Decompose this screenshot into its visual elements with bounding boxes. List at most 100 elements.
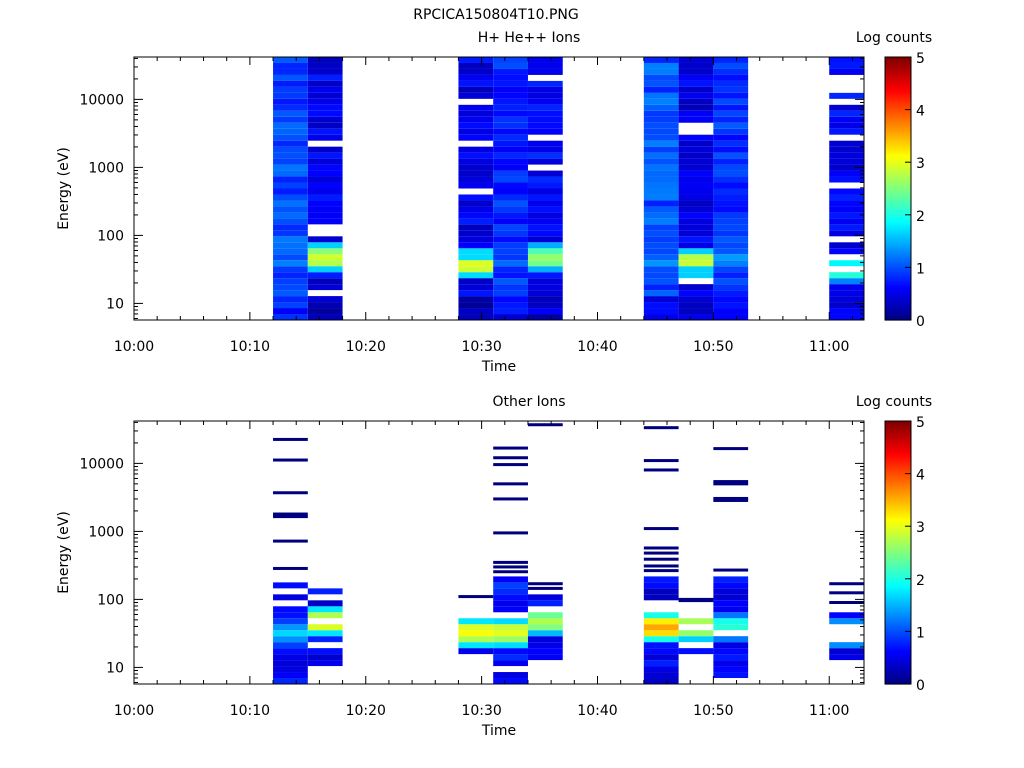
heatmap-cell <box>493 62 528 69</box>
colorbar-step <box>885 675 911 679</box>
colorbar-step <box>885 519 911 523</box>
heatmap-cell <box>493 194 528 201</box>
heatmap-cell <box>493 642 528 649</box>
heatmap-cell <box>643 140 679 147</box>
colorbar-step <box>885 559 911 562</box>
colorbar-step <box>885 164 911 168</box>
colorbar-step <box>885 78 911 82</box>
colorbar-step <box>885 96 911 100</box>
heatmap-cell <box>829 62 864 69</box>
plot-frame <box>133 420 865 685</box>
heatmap-cell <box>713 588 749 595</box>
heatmap-cell <box>493 456 528 460</box>
colorbar-step <box>885 453 911 457</box>
colorbar-step <box>885 81 911 84</box>
colorbar-step <box>885 637 911 641</box>
colorbar-step <box>885 276 911 279</box>
heatmap-cell <box>307 278 343 285</box>
heatmap-cell <box>307 146 343 153</box>
heatmap-cell <box>458 134 494 141</box>
time-column <box>713 57 749 320</box>
heatmap-cell <box>829 224 864 231</box>
heatmap-cell <box>493 314 528 320</box>
heatmap-cell <box>678 236 714 243</box>
colorbar-step <box>885 179 911 183</box>
heatmap-cell <box>307 260 343 267</box>
heatmap-cell <box>458 110 494 117</box>
heatmap-cell <box>273 98 308 105</box>
colorbar-step <box>885 477 911 481</box>
colorbar-step <box>885 486 911 490</box>
heatmap-cell <box>829 116 864 123</box>
heatmap-cell <box>678 200 714 207</box>
colorbar-step <box>885 309 911 312</box>
heatmap-cell <box>493 182 528 189</box>
heatmap-cell <box>458 57 494 63</box>
heatmap-cell <box>493 80 528 87</box>
y-tick-label: 10000 <box>79 456 124 472</box>
heatmap-cell <box>829 200 864 207</box>
panel-other-ions: Other Ions Energy (eV) Time 10:00 10:10 10:20… <box>56 394 932 739</box>
heatmap-cell <box>829 146 864 153</box>
heatmap-cell <box>458 272 494 279</box>
colorbar-tick-label: 5 <box>916 51 925 67</box>
heatmap-cell <box>458 254 494 261</box>
heatmap-cell <box>678 630 714 637</box>
colorbar-step <box>885 282 911 286</box>
heatmap-cell <box>273 230 308 237</box>
colorbar-step <box>885 256 911 260</box>
heatmap-cell <box>493 497 528 501</box>
colorbar-tick-label: 3 <box>916 156 925 172</box>
heatmap-cell <box>458 122 494 129</box>
colorbar-step <box>885 543 911 547</box>
heatmap-cell <box>458 595 494 599</box>
y-tick-label: 10000 <box>79 92 124 108</box>
colorbar-step <box>885 317 911 321</box>
heatmap-cell <box>713 68 749 75</box>
heatmap-cell <box>527 128 563 135</box>
heatmap-cell <box>307 92 343 99</box>
heatmap-cell <box>307 176 343 183</box>
time-column <box>527 423 563 661</box>
heatmap-cell <box>493 110 528 117</box>
colorbar-step <box>885 611 911 615</box>
colorbar-step <box>885 105 911 109</box>
heatmap-cell <box>307 80 343 87</box>
x-tick-label: 10:20 <box>346 339 386 355</box>
heatmap-cell <box>493 212 528 219</box>
time-column <box>458 57 494 320</box>
colorbar-label: Log counts <box>856 394 932 410</box>
time-column <box>493 446 528 684</box>
colorbar-step <box>885 648 911 652</box>
heatmap-cell <box>307 606 343 613</box>
heatmap-cell <box>273 248 308 255</box>
heatmap-cell <box>643 236 679 243</box>
colorbar-step <box>885 587 911 591</box>
time-column <box>713 447 749 679</box>
heatmap-cell <box>493 254 528 261</box>
colorbar-step <box>885 133 911 137</box>
heatmap-cell <box>643 272 679 279</box>
colorbar-step <box>885 550 911 554</box>
heatmap-cell <box>527 624 563 631</box>
heatmap-cell <box>713 152 749 159</box>
colorbar-step <box>885 506 911 510</box>
colorbar-step <box>885 127 911 130</box>
heatmap-cell <box>713 140 749 147</box>
heatmap-cell <box>273 302 308 309</box>
colorbar-step <box>885 263 911 266</box>
colorbar-tick-label: 4 <box>916 104 925 120</box>
x-tick-label: 10:10 <box>230 339 270 355</box>
heatmap-cell <box>643 188 679 195</box>
colorbar-step <box>885 510 911 514</box>
heatmap-cell <box>493 296 528 303</box>
heatmap-cell <box>527 266 563 273</box>
heatmap-cell <box>493 260 528 267</box>
heatmap-cell <box>458 624 494 631</box>
heatmap-cell <box>829 170 864 177</box>
heatmap-cell <box>527 62 563 69</box>
heatmap-cell <box>273 134 308 141</box>
colorbar-step <box>885 245 911 249</box>
colorbar-step <box>885 497 911 501</box>
heatmap-cell <box>273 182 308 189</box>
